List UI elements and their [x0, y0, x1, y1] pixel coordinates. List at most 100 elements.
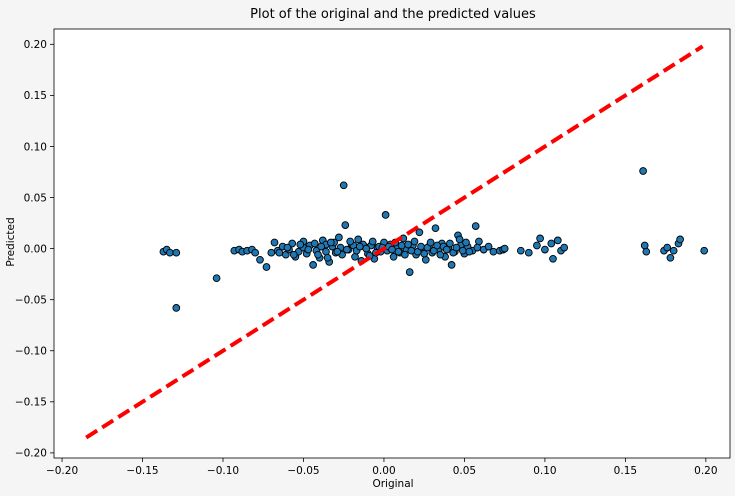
- data-point: [401, 250, 409, 259]
- data-point: [700, 246, 709, 255]
- data-point: [533, 241, 541, 250]
- data-point: [355, 242, 364, 251]
- data-point: [431, 224, 440, 233]
- reference-line: [85, 44, 704, 440]
- data-point: [354, 235, 363, 244]
- data-point: [417, 242, 425, 251]
- data-point: [388, 245, 396, 254]
- x-tick-label: −0.20: [46, 465, 78, 477]
- data-points: [159, 167, 709, 312]
- x-tick-label: −0.15: [126, 465, 158, 477]
- y-tick-label: 0.20: [24, 39, 47, 51]
- data-point: [452, 243, 461, 252]
- data-point: [381, 211, 390, 219]
- y-tick-label: 0.15: [24, 90, 47, 102]
- data-point: [256, 255, 264, 264]
- data-point: [397, 241, 406, 250]
- data-point: [446, 239, 454, 248]
- data-point: [669, 246, 678, 255]
- data-point: [262, 263, 271, 271]
- data-point: [389, 252, 398, 261]
- data-point: [410, 237, 419, 246]
- data-point: [405, 268, 414, 276]
- x-tick-label: −0.05: [287, 465, 319, 477]
- data-point: [420, 249, 429, 258]
- data-point: [310, 239, 319, 248]
- data-point: [289, 250, 298, 259]
- y-tick-label: 0.10: [24, 141, 47, 153]
- chart-title: Plot of the original and the predicted v…: [250, 7, 536, 22]
- data-point: [333, 247, 342, 256]
- data-point: [473, 243, 482, 252]
- data-point: [407, 246, 416, 255]
- data-point: [267, 248, 276, 257]
- data-point: [394, 247, 403, 256]
- data-point: [471, 222, 480, 230]
- x-axis-label: Original: [372, 478, 413, 490]
- data-point: [335, 233, 343, 242]
- x-tick-label: 0.15: [614, 465, 637, 477]
- data-point: [275, 248, 284, 257]
- y-tick-label: −0.20: [15, 448, 47, 460]
- data-point: [549, 254, 557, 263]
- data-point: [442, 245, 451, 254]
- data-point: [314, 250, 322, 259]
- data-point: [663, 243, 672, 252]
- data-point: [426, 238, 435, 247]
- data-point: [368, 237, 377, 246]
- y-tick-label: −0.15: [15, 397, 47, 409]
- data-point: [541, 245, 549, 254]
- x-tick-label: 0.10: [533, 465, 556, 477]
- data-point: [524, 248, 533, 257]
- data-point: [666, 253, 675, 262]
- data-point: [640, 241, 649, 250]
- data-point: [500, 244, 509, 253]
- data-point: [341, 221, 350, 229]
- data-point: [676, 235, 684, 244]
- data-point: [455, 235, 464, 244]
- data-point: [296, 240, 305, 249]
- data-point: [343, 245, 351, 254]
- data-point: [516, 246, 525, 255]
- data-point: [304, 245, 313, 254]
- data-point: [283, 243, 292, 252]
- x-ticks: −0.20 −0.15 −0.10 −0.05 0.00 0.05 0.10 0.15 0.20: [46, 458, 718, 477]
- data-point: [553, 236, 562, 245]
- data-point: [172, 304, 181, 312]
- data-point: [536, 234, 544, 243]
- x-tick-label: −0.10: [207, 465, 239, 477]
- data-point: [484, 242, 493, 251]
- y-ticks: −0.20 −0.15 −0.10 −0.05 0.00 0.05 0.10 0.15 0.20: [15, 39, 54, 460]
- data-point: [462, 238, 470, 247]
- y-tick-label: 0.00: [24, 243, 47, 255]
- data-point: [639, 167, 647, 175]
- y-tick-label: −0.05: [15, 294, 47, 306]
- data-point: [489, 247, 498, 256]
- data-point: [458, 246, 467, 255]
- data-point: [172, 248, 181, 257]
- x-tick-label: 0.00: [372, 465, 395, 477]
- data-point: [309, 261, 317, 269]
- y-tick-label: 0.05: [24, 192, 47, 204]
- data-point: [415, 228, 424, 237]
- data-point: [212, 274, 221, 283]
- data-point: [547, 239, 556, 248]
- data-point: [362, 244, 371, 253]
- data-point: [642, 247, 651, 256]
- data-point: [465, 247, 474, 256]
- y-tick-label: −0.10: [15, 346, 47, 358]
- data-point: [166, 248, 174, 257]
- data-point: [251, 248, 260, 257]
- data-point: [317, 242, 326, 251]
- data-point: [339, 181, 348, 190]
- data-point: [436, 250, 445, 259]
- data-point: [560, 243, 569, 252]
- data-point: [326, 238, 335, 247]
- x-tick-label: 0.05: [453, 465, 476, 477]
- data-point: [288, 239, 297, 248]
- data-point: [323, 253, 332, 262]
- data-point: [404, 240, 412, 249]
- x-tick-label: 0.20: [694, 465, 717, 477]
- data-point: [433, 241, 441, 250]
